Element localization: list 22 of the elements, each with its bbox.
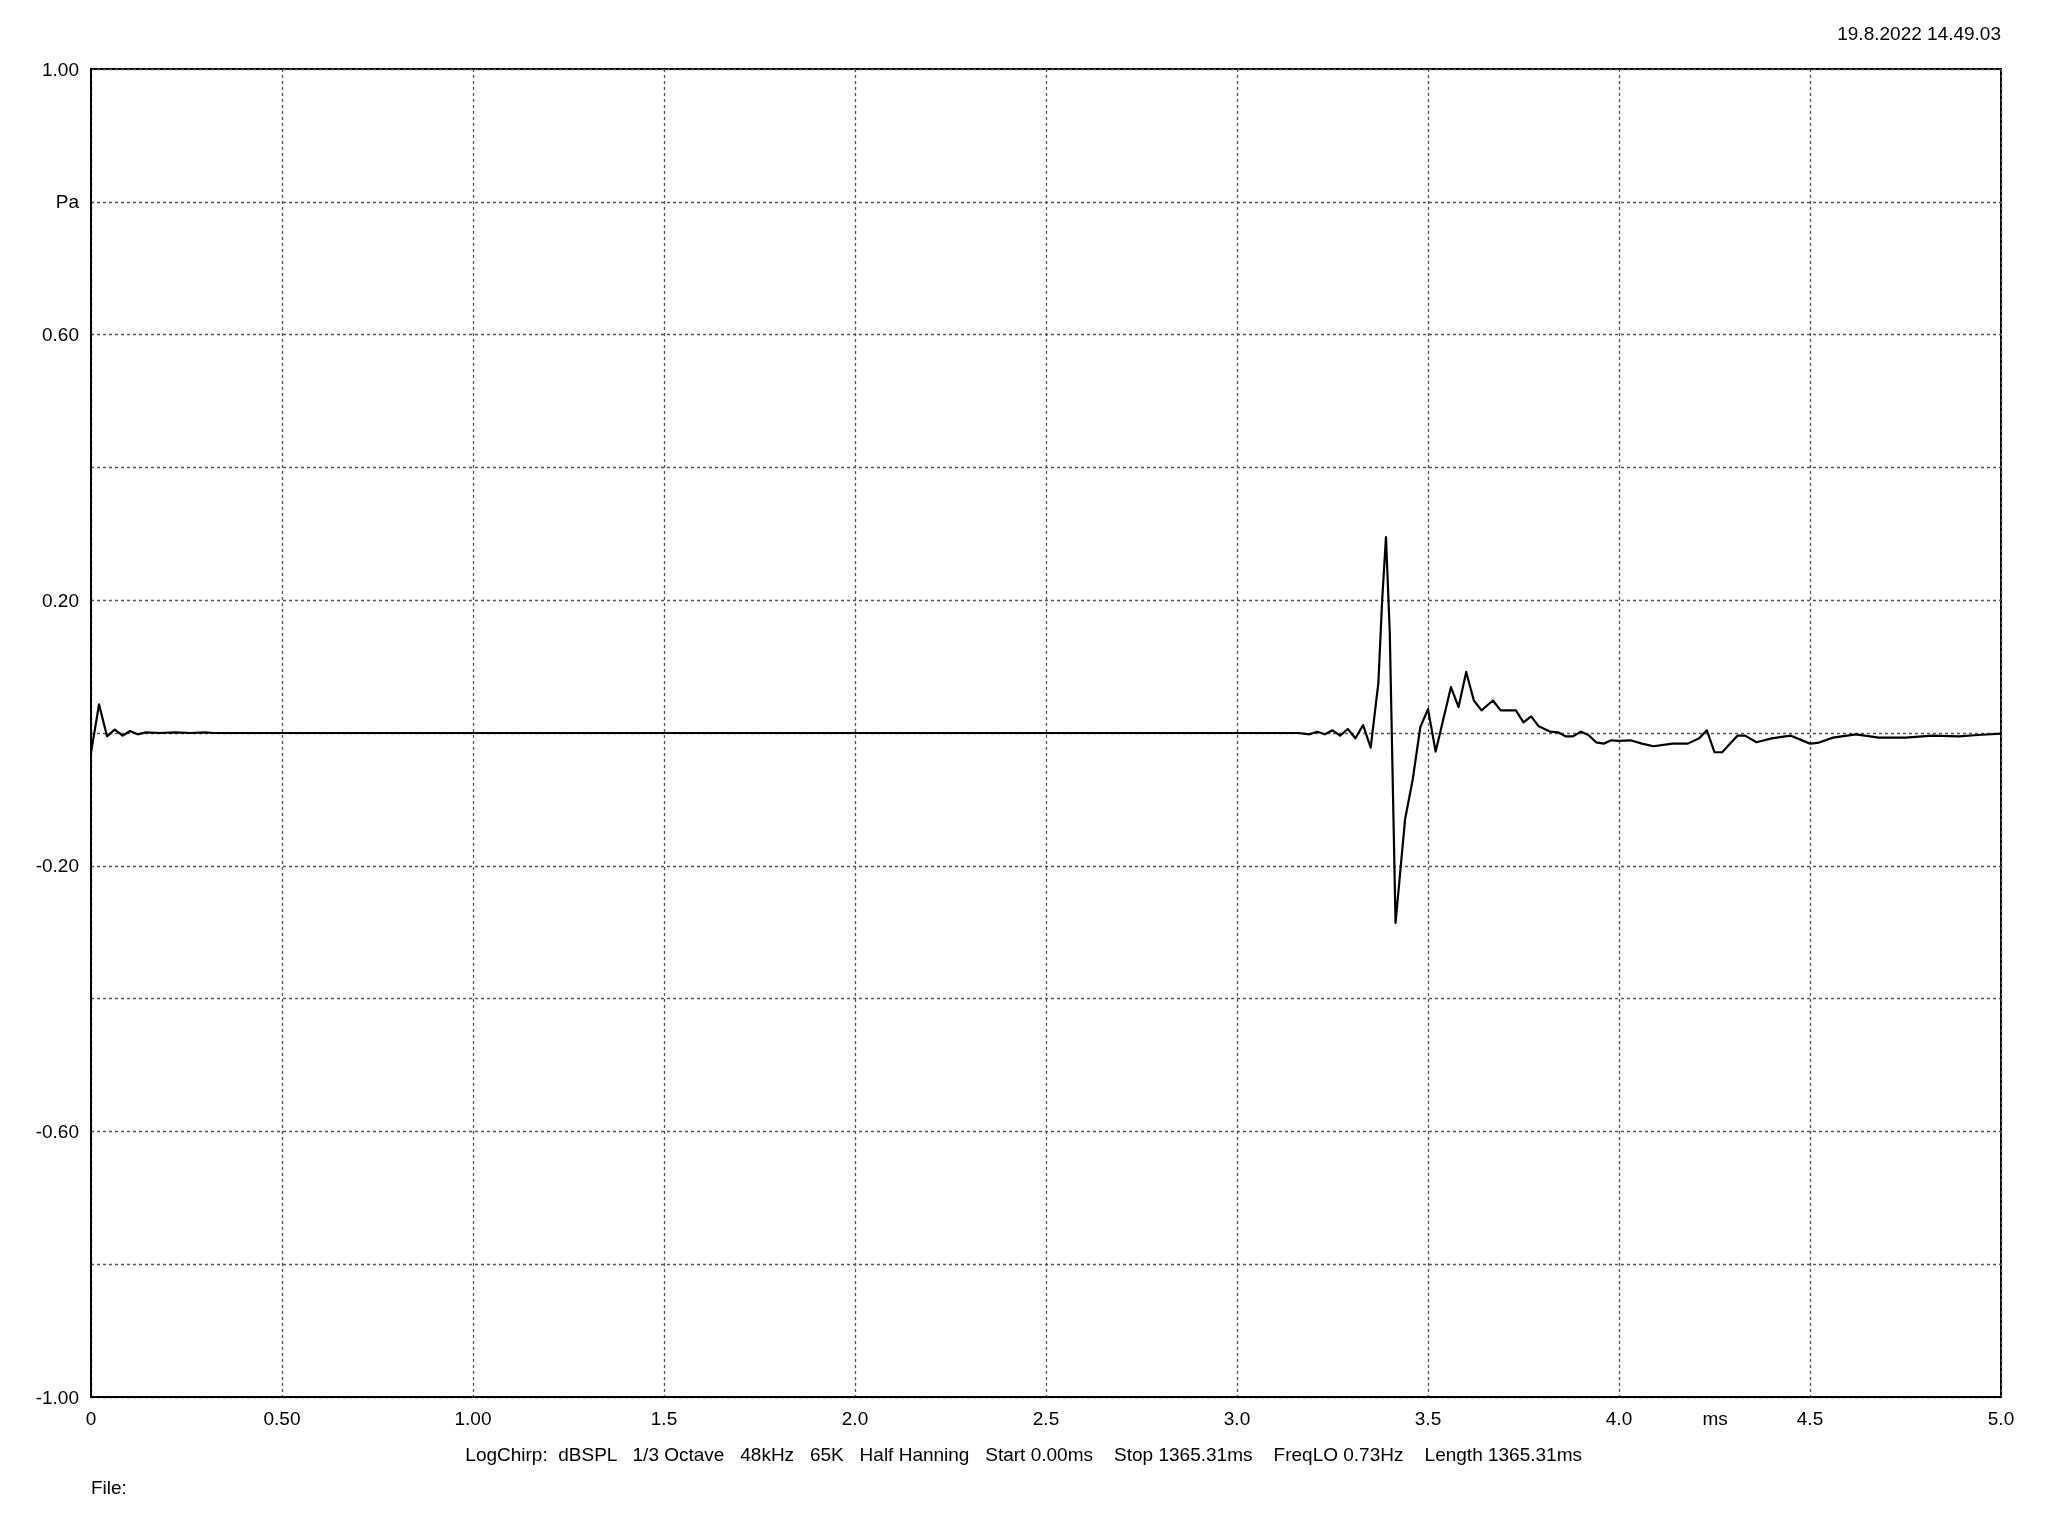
- x-tick-label: 3.5: [1414, 1408, 1442, 1429]
- y-tick-label: -0.20: [35, 855, 79, 877]
- y-tick-label: -1.00: [35, 1386, 79, 1408]
- y-tick-label: -0.60: [35, 1120, 79, 1142]
- y-tick-label: 0.20: [42, 589, 79, 611]
- text: 19.8.2022 14.49.03: [1837, 23, 2001, 44]
- x-tick-label: 3.0: [1223, 1408, 1251, 1429]
- text: LogChirp: dBSPL 1/3 Octave 48kHz 65K Half Hanning Start 0.00ms Stop 1365.31ms FreqLO 0.73Hz Length 1365.31ms: [465, 1444, 1582, 1465]
- y-tick-label: Pa: [55, 191, 80, 213]
- text: File:: [91, 1477, 127, 1498]
- x-tick-label: 2.0: [841, 1408, 869, 1429]
- y-tick-label: 0.60: [42, 324, 79, 346]
- x-axis-title: ms: [1702, 1408, 1728, 1429]
- x-tick-label: 4.5: [1796, 1408, 1824, 1429]
- x-tick-label: 1.5: [650, 1408, 678, 1429]
- x-tick-label: 4.0: [1605, 1408, 1633, 1429]
- y-tick-label: 1.00: [42, 58, 79, 80]
- x-tick-label: 2.5: [1032, 1408, 1060, 1429]
- x-tick-label: 0: [85, 1408, 97, 1429]
- x-tick-label: 0.50: [263, 1408, 301, 1429]
- x-tick-label: 5.0: [1987, 1408, 2015, 1429]
- x-tick-label: 1.00: [454, 1408, 492, 1429]
